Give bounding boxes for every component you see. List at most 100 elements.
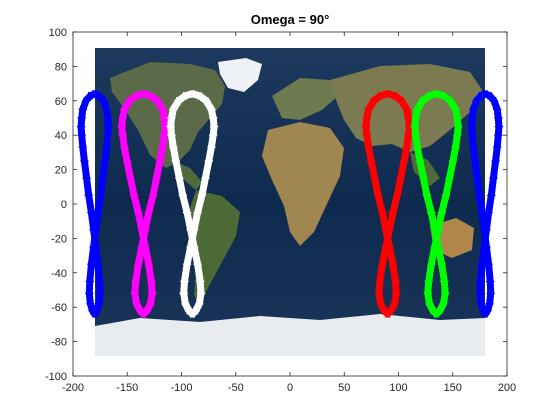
- ground-track-point: [160, 131, 169, 140]
- ground-track-point: [478, 306, 488, 315]
- ground-track-point: [102, 143, 111, 152]
- ground-track-point: [153, 96, 162, 105]
- ground-track-series: [467, 90, 504, 318]
- ground-track-point: [95, 277, 104, 286]
- ground-track-point: [169, 105, 178, 114]
- ground-track-series: [117, 90, 170, 318]
- ground-track-point: [378, 208, 387, 217]
- ground-track-point: [419, 174, 428, 183]
- y-tick-label: 100: [49, 27, 67, 39]
- ground-track-point: [77, 131, 86, 140]
- ground-track-point: [184, 306, 194, 315]
- ground-track-point: [362, 131, 371, 140]
- ground-track-point: [90, 90, 99, 98]
- ground-track-point: [481, 90, 490, 98]
- ground-track-point: [181, 91, 190, 100]
- ground-track-point: [122, 157, 132, 165]
- ground-track-point: [195, 91, 204, 100]
- landmass-africa: [262, 122, 344, 246]
- ground-track-point: [141, 225, 150, 234]
- ground-track-point: [139, 90, 148, 98]
- ground-track-point: [78, 105, 87, 114]
- ground-track-point: [424, 277, 433, 286]
- landmass-greenland: [218, 58, 262, 92]
- ground-track-point: [102, 105, 111, 114]
- ground-track-point: [364, 143, 373, 152]
- ground-track-point: [376, 91, 385, 100]
- ground-track-point: [411, 131, 420, 140]
- ground-track-series: [410, 90, 463, 318]
- ground-track-point: [88, 306, 97, 315]
- ground-track-point: [146, 91, 155, 100]
- ground-track-point: [134, 208, 143, 217]
- ground-track-point: [432, 90, 441, 98]
- ground-track-point: [126, 174, 135, 183]
- ground-tracks: [76, 89, 504, 319]
- ground-track-series: [166, 90, 219, 318]
- ground-track-point: [144, 260, 153, 269]
- ground-track-point: [370, 174, 379, 183]
- ground-track-point: [473, 174, 482, 183]
- ground-track-point: [413, 105, 422, 114]
- ground-track-point: [202, 96, 211, 105]
- ground-track-point: [404, 114, 413, 122]
- ground-track-point: [76, 122, 86, 131]
- ground-track-point: [103, 114, 112, 122]
- ground-track-point: [427, 208, 436, 217]
- ground-track-point: [451, 105, 460, 114]
- ground-track-point: [134, 260, 143, 269]
- ground-track-point: [399, 157, 409, 165]
- ground-track-point: [209, 114, 218, 122]
- landmass-europe: [272, 78, 338, 120]
- ground-track-point: [393, 191, 402, 200]
- ground-track-point: [100, 157, 110, 165]
- ground-track-point: [78, 143, 87, 152]
- ground-track-point: [441, 191, 451, 200]
- ground-track-point: [453, 131, 462, 140]
- ground-track-point: [193, 260, 202, 269]
- ground-track-point: [472, 96, 481, 105]
- ground-track-point: [422, 191, 432, 200]
- ground-track-point: [378, 260, 387, 269]
- ground-track-point: [155, 157, 165, 165]
- y-tick-label: 60: [55, 96, 67, 108]
- ground-track-point: [480, 243, 489, 251]
- x-tick-label: -150: [116, 382, 138, 394]
- ground-track-point: [169, 143, 178, 152]
- x-tick-label: 0: [287, 382, 293, 394]
- ground-track-point: [131, 277, 140, 286]
- x-tick-label: -50: [228, 382, 244, 394]
- ground-track-point: [439, 299, 448, 308]
- ground-track-point: [470, 157, 480, 165]
- ground-track-point: [167, 114, 176, 122]
- ground-track-point: [445, 174, 454, 183]
- ground-track-point: [118, 114, 127, 122]
- landmass-north-america: [110, 62, 225, 168]
- ground-track-point: [396, 174, 405, 183]
- ground-track-point: [418, 96, 427, 105]
- ground-track-point: [469, 143, 478, 152]
- ground-track-point: [383, 310, 392, 319]
- ground-track-point: [391, 277, 400, 286]
- ground-track-point: [158, 143, 167, 152]
- ground-track-point: [388, 260, 398, 269]
- ground-track-point: [469, 105, 478, 114]
- ground-track-series: [361, 89, 414, 319]
- ground-track-point: [129, 191, 139, 200]
- ground-track-point: [117, 122, 126, 131]
- ground-track-point: [182, 208, 192, 217]
- ground-track-point: [201, 174, 210, 183]
- x-axis: -200 -150 -100 -50 0 50 100 150 200: [62, 32, 516, 394]
- ground-track-point: [373, 191, 383, 200]
- ground-track-point: [486, 289, 495, 298]
- ground-track-point: [468, 114, 477, 122]
- ground-track-point: [144, 208, 153, 217]
- ground-track-point: [454, 122, 463, 131]
- y-tick-label: 0: [61, 199, 67, 211]
- ground-track-point: [397, 96, 406, 105]
- ground-track-point: [120, 143, 129, 152]
- ground-track-point: [425, 91, 434, 100]
- ground-track-point: [189, 225, 199, 234]
- ground-track-point: [468, 131, 477, 140]
- ground-track-point: [180, 277, 189, 286]
